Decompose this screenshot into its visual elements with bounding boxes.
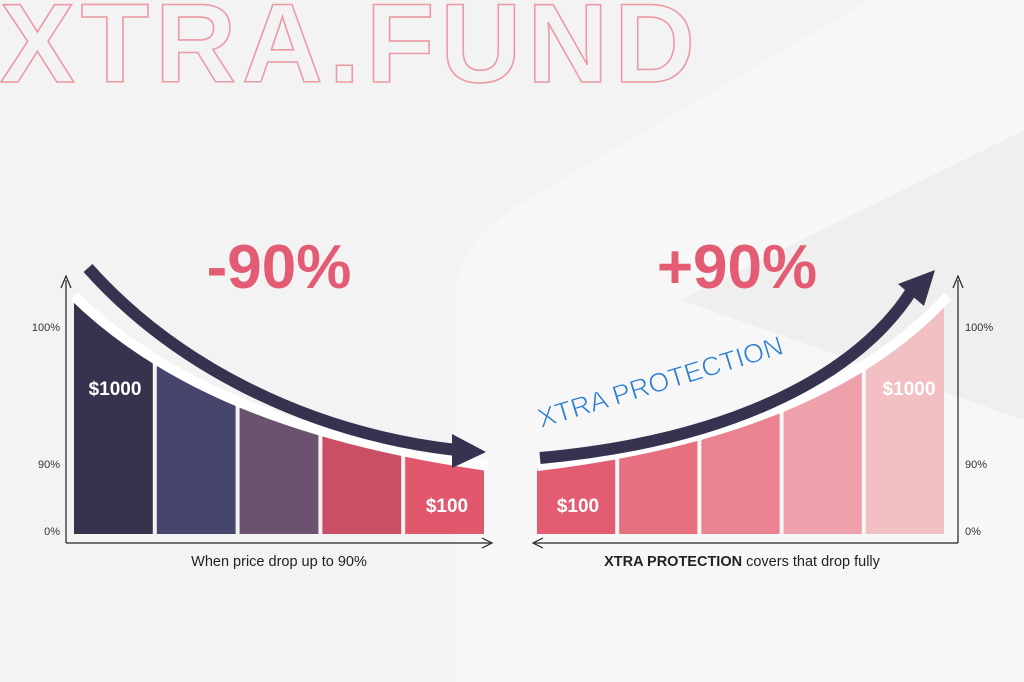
left-data-label-end: $100 [426, 496, 468, 517]
left-title: -90% [207, 233, 352, 302]
right-data-label-start: $100 [557, 496, 599, 517]
left-x-label: When price drop up to 90% [191, 554, 367, 570]
left-trend-arrow [83, 264, 457, 456]
left-curve-edge [70, 292, 489, 471]
left-tick-100: 100% [32, 322, 60, 334]
left-arrowhead [452, 434, 486, 468]
right-tick-0: 0% [965, 526, 981, 538]
left-data-label-start: $1000 [89, 379, 142, 400]
left-tick-90: 90% [38, 459, 60, 471]
left-x-axis-arrow [481, 537, 494, 549]
right-y-axis-arrow [952, 274, 964, 289]
right-x-axis-arrow [531, 537, 544, 549]
right-x-label-bold: XTRA PROTECTION [604, 554, 742, 570]
right-x-label: XTRA PROTECTION covers that drop fully [604, 554, 881, 570]
right-arrowhead [898, 270, 935, 306]
right-data-label-end: $1000 [883, 379, 936, 400]
right-tick-100: 100% [965, 322, 993, 334]
left-y-axis-arrow [60, 274, 72, 289]
left-tick-0: 0% [44, 526, 60, 538]
right-x-label-rest: covers that drop fully [742, 554, 881, 570]
right-tick-90: 90% [965, 459, 987, 471]
brand-watermark: XTRA.FUND [0, 0, 701, 106]
right-trend-arrow [539, 286, 918, 464]
right-title: +90% [657, 233, 817, 302]
